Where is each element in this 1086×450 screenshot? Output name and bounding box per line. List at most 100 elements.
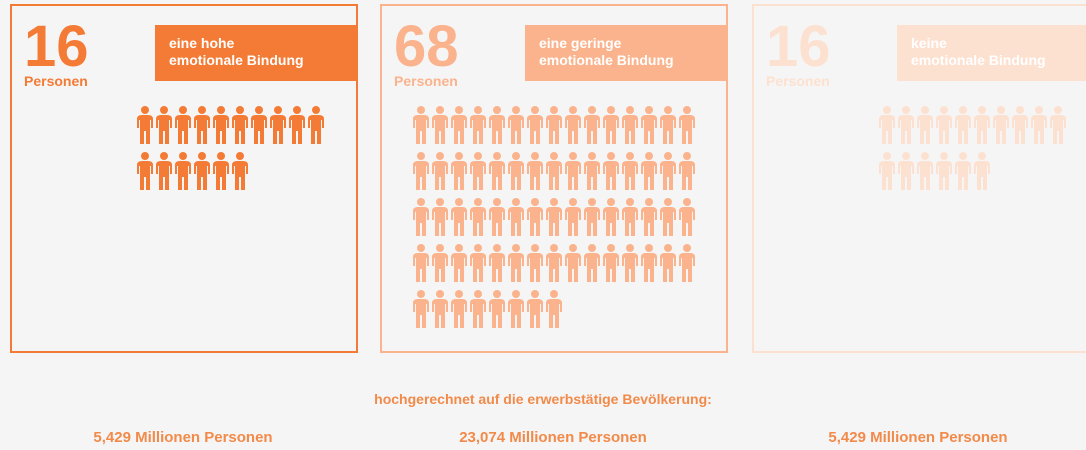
panel-frame [752, 4, 1086, 353]
icon-body [584, 207, 600, 236]
icon-body [508, 299, 524, 328]
icon-head [550, 244, 558, 252]
icon-body [917, 161, 933, 190]
person-icon [489, 106, 505, 144]
icon-body [470, 207, 486, 236]
person-icon [489, 152, 505, 190]
icon-head [569, 106, 577, 114]
person-icon [137, 152, 153, 190]
icon-head [455, 198, 463, 206]
icon-head [493, 106, 501, 114]
person-icon [546, 198, 562, 236]
person-icon [955, 152, 971, 190]
count: 16 [24, 14, 89, 79]
icon-head [474, 198, 482, 206]
icon-body [679, 207, 695, 236]
person-icon [879, 106, 895, 144]
icon-body [413, 299, 429, 328]
icon-head [436, 290, 444, 298]
icon-head [417, 198, 425, 206]
person-icon [527, 290, 543, 328]
icon-head [664, 244, 672, 252]
person-icon [974, 106, 990, 144]
icon-body [156, 115, 172, 144]
person-icon [898, 106, 914, 144]
count: 68 [394, 14, 459, 79]
person-icon [955, 106, 971, 144]
icon-body [565, 115, 581, 144]
icon-head [550, 290, 558, 298]
person-icon [679, 152, 695, 190]
person-icon [508, 198, 524, 236]
icon-body [955, 161, 971, 190]
label: keine [911, 35, 947, 51]
icon-body [432, 207, 448, 236]
footer-title: hochgerechnet auf die erwerbstätige Bevö… [374, 391, 712, 407]
icon-body [546, 115, 562, 144]
icon-body [175, 161, 191, 190]
person-icon [508, 106, 524, 144]
icon-body [641, 161, 657, 190]
icon-head [531, 106, 539, 114]
icon-head [645, 244, 653, 252]
icon-head [683, 244, 691, 252]
icon-body [584, 161, 600, 190]
person-icon [546, 244, 562, 282]
icon-head [417, 244, 425, 252]
icon-body [546, 161, 562, 190]
icon-head [531, 198, 539, 206]
person-icon [679, 244, 695, 282]
icon-head [436, 106, 444, 114]
panel-frame [380, 4, 728, 353]
icon-head [883, 152, 891, 160]
icon-body [489, 115, 505, 144]
icon-head [902, 106, 910, 114]
person-icon [641, 244, 657, 282]
icon-head [436, 198, 444, 206]
person-icon [432, 244, 448, 282]
icon-body [527, 253, 543, 282]
person-icon [413, 106, 429, 144]
icon-body [565, 207, 581, 236]
icon-body [879, 161, 895, 190]
panel-frame [10, 4, 358, 353]
person-icon [413, 152, 429, 190]
icon-body [289, 115, 305, 144]
icon-body [565, 253, 581, 282]
person-icon [451, 198, 467, 236]
icon-body [565, 161, 581, 190]
icon-body [584, 253, 600, 282]
person-icon [232, 106, 248, 144]
icon-head [626, 106, 634, 114]
icon-head [198, 106, 206, 114]
person-icon [489, 198, 505, 236]
icon-head [474, 290, 482, 298]
person-icon [622, 106, 638, 144]
icon-head [198, 152, 206, 160]
unit: Personen [24, 73, 88, 89]
icon-body [660, 161, 676, 190]
icon-head [645, 152, 653, 160]
icon-head [1035, 106, 1043, 114]
icon-body [527, 299, 543, 328]
icon-head [569, 152, 577, 160]
person-icon [270, 106, 286, 144]
icon-head [531, 152, 539, 160]
icon-body [489, 253, 505, 282]
icon-head [588, 244, 596, 252]
person-icon [432, 106, 448, 144]
icon-body [993, 115, 1009, 144]
icon-head [569, 198, 577, 206]
person-icon [974, 152, 990, 190]
icon-head [626, 152, 634, 160]
icon-head [588, 152, 596, 160]
label: eine geringe [539, 35, 622, 51]
label-box [897, 25, 1086, 81]
icon-head [493, 198, 501, 206]
person-icon [917, 106, 933, 144]
icon-body [898, 161, 914, 190]
icon-body [156, 161, 172, 190]
icon-body [1012, 115, 1028, 144]
icon-head [512, 244, 520, 252]
